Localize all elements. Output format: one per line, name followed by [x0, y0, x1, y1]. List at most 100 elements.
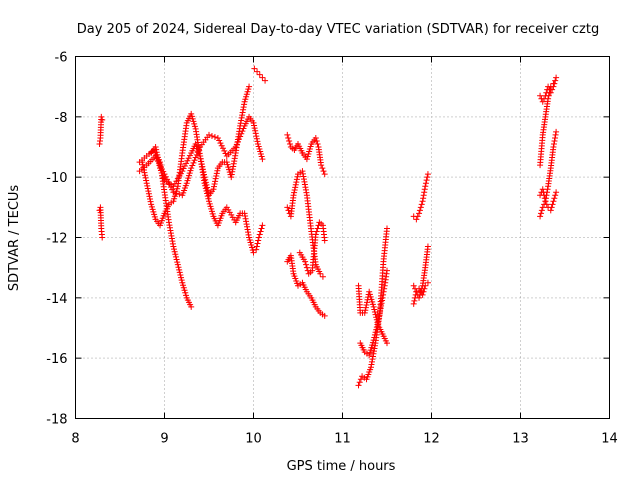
data-point: [302, 258, 309, 265]
series-arc-h: [284, 252, 328, 319]
data-point: [185, 172, 192, 179]
data-point: [370, 303, 377, 310]
data-point: [307, 143, 314, 150]
data-point: [537, 92, 544, 99]
series-arc-s: [537, 186, 560, 214]
data-point: [248, 242, 255, 249]
data-point: [174, 185, 181, 192]
data-point: [550, 144, 557, 150]
data-point: [547, 83, 554, 90]
data-point: [147, 198, 154, 205]
data-point: [541, 192, 548, 199]
data-point: [174, 261, 181, 268]
data-point: [172, 253, 179, 260]
data-point: [366, 349, 373, 356]
data-point: [541, 195, 548, 202]
data-point: [253, 246, 260, 253]
data-point: [547, 207, 554, 214]
data-point: [368, 296, 375, 303]
data-point: [420, 195, 427, 202]
data-point: [143, 180, 150, 187]
data-point: [537, 213, 544, 220]
data-point: [211, 133, 218, 140]
data-point: [189, 162, 196, 169]
data-point: [553, 189, 560, 196]
data-point: [411, 297, 418, 304]
data-point: [198, 158, 205, 165]
data-point: [312, 134, 319, 141]
data-point: [546, 89, 553, 96]
data-point: [188, 113, 195, 120]
data-point: [303, 156, 310, 163]
data-point: [552, 192, 559, 199]
data-point: [200, 171, 207, 178]
data-point: [290, 192, 297, 199]
data-point: [366, 288, 373, 295]
data-point: [151, 213, 158, 220]
data-point: [424, 174, 431, 181]
data-point: [183, 160, 190, 167]
data-point: [219, 145, 226, 152]
data-point: [173, 256, 180, 263]
data-point: [304, 153, 311, 160]
data-point: [318, 162, 325, 169]
data-point: [357, 376, 364, 383]
data-point: [176, 269, 183, 276]
data-point: [545, 92, 552, 99]
data-point: [412, 294, 419, 301]
series-arc-f: [284, 131, 328, 178]
series-arc-c: [139, 110, 266, 256]
data-point: [139, 161, 146, 168]
data-point: [178, 274, 185, 281]
data-point: [355, 382, 362, 389]
y-tick-label: -10: [46, 171, 67, 186]
data-point: [174, 259, 181, 266]
data-point: [208, 205, 215, 212]
data-point: [537, 210, 544, 217]
x-tick-label: 13: [512, 432, 529, 447]
data-point: [292, 181, 299, 188]
data-point: [201, 174, 208, 181]
y-tick-label: -18: [46, 413, 67, 428]
data-point: [169, 186, 176, 193]
data-point: [139, 159, 146, 166]
data-point: [223, 159, 230, 166]
data-point: [421, 285, 428, 292]
data-point: [422, 183, 429, 190]
x-tick-label: 8: [71, 432, 79, 447]
data-point: [545, 95, 552, 102]
data-point: [207, 203, 214, 210]
data-point: [424, 243, 431, 250]
data-point: [216, 137, 223, 144]
data-point: [179, 279, 186, 286]
data-point: [199, 163, 206, 170]
data-point: [258, 153, 265, 160]
data-point: [223, 204, 230, 211]
data-point: [251, 65, 258, 72]
data-point: [416, 207, 423, 214]
data-point: [206, 131, 212, 138]
data-point: [291, 186, 298, 193]
data-point: [257, 148, 264, 155]
data-point: [418, 201, 425, 208]
data-point: [367, 293, 374, 300]
data-point: [197, 153, 204, 160]
data-point: [547, 86, 554, 93]
data-point: [413, 288, 420, 295]
data-point: [294, 173, 301, 180]
data-point: [155, 159, 162, 166]
data-point: [306, 148, 313, 155]
data-point: [363, 301, 370, 308]
data-point: [172, 251, 179, 258]
data-point: [369, 298, 376, 305]
data-point: [186, 152, 193, 159]
data-point: [420, 288, 427, 295]
data-point: [419, 198, 426, 205]
data-point: [170, 198, 177, 205]
data-point: [550, 80, 557, 87]
data-point: [180, 284, 187, 291]
data-point: [148, 201, 155, 208]
data-point: [314, 140, 321, 147]
data-point: [205, 195, 212, 202]
